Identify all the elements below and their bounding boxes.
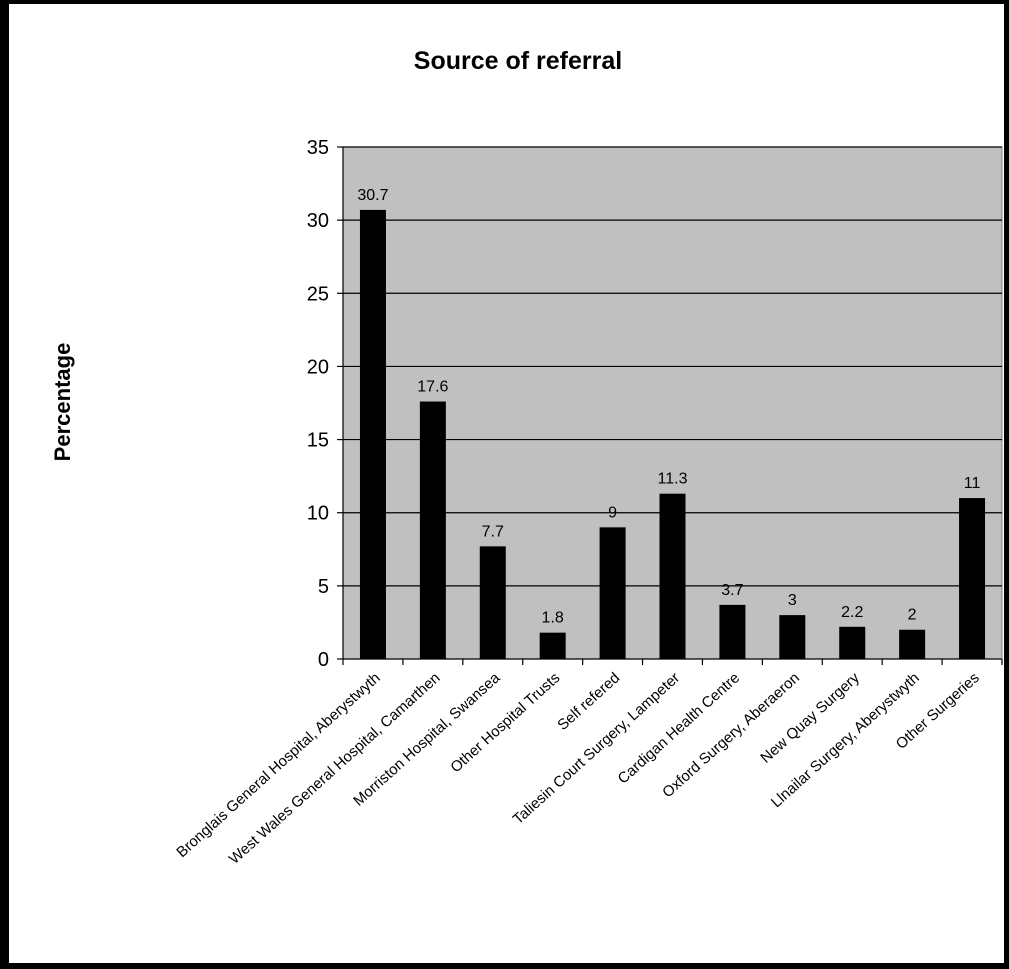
bar	[659, 493, 686, 659]
y-tick-label: 10	[307, 503, 329, 525]
data-label: 3	[788, 592, 797, 609]
frame-border-bottom	[0, 963, 1009, 969]
y-tick-label: 35	[307, 137, 329, 159]
plot-area: 0 5 10 15 20 25 30 35 30.7 Bronglais General Hosp…	[173, 137, 1003, 868]
bar	[359, 209, 386, 659]
x-category-label: Bronglais General Hospital, Aberystwyth	[173, 669, 383, 861]
frame-border-left	[0, 0, 9, 969]
data-label: 11	[964, 475, 981, 492]
bar	[539, 632, 566, 659]
bar	[479, 546, 506, 659]
data-label: 7.7	[482, 523, 504, 540]
bar	[839, 626, 866, 659]
bar	[599, 527, 626, 659]
bar	[419, 401, 446, 659]
bar	[899, 629, 926, 659]
x-category-label: New Quay Surgery	[757, 669, 863, 767]
y-axis-label: Percentage	[50, 343, 75, 462]
y-tick-label: 25	[307, 283, 329, 305]
frame-border-right	[1004, 0, 1009, 969]
y-tick-label: 15	[307, 430, 329, 452]
chart-title: Source of referral	[414, 47, 622, 75]
data-label: 2.2	[841, 604, 863, 621]
x-category-label: West Wales General Hospital, Camarthen	[226, 669, 444, 867]
data-label: 30.7	[357, 187, 388, 204]
x-category-label: Other Hospital Trusts	[447, 669, 563, 776]
data-label: 9	[608, 504, 617, 521]
bar	[719, 604, 746, 659]
bar	[779, 615, 806, 659]
data-label: 17.6	[417, 379, 448, 396]
y-tick-label: 30	[307, 210, 329, 232]
data-label: 2	[908, 607, 917, 624]
y-tick-label: 0	[318, 649, 329, 671]
y-tick-label: 20	[307, 356, 329, 378]
data-label: 1.8	[542, 610, 564, 627]
frame-border-top	[0, 0, 1009, 4]
y-tick-label: 5	[318, 576, 329, 598]
data-label: 11.3	[658, 471, 688, 488]
data-label: 3.7	[721, 582, 743, 599]
bar	[959, 498, 986, 659]
